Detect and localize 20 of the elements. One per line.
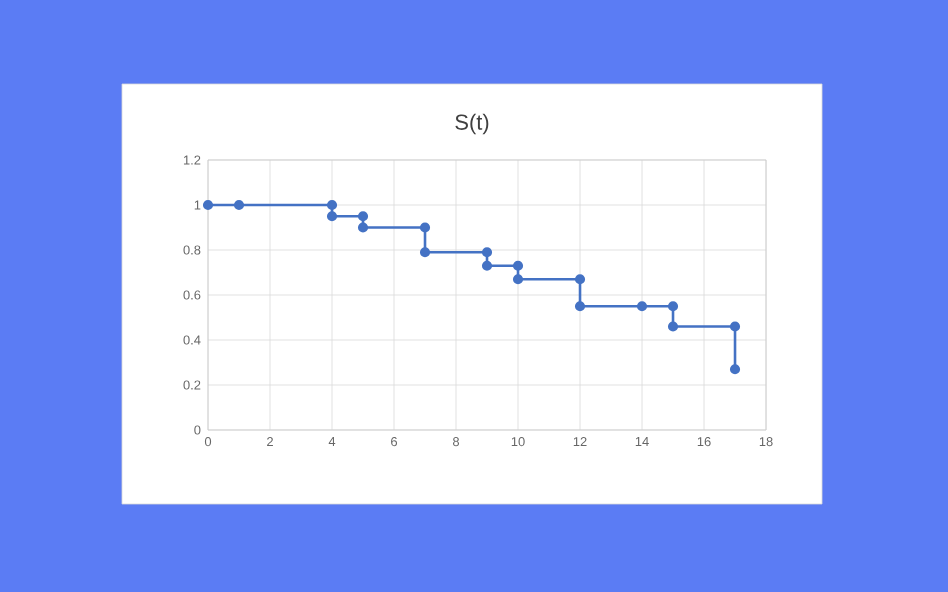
point: [574, 301, 586, 312]
point: [481, 260, 493, 271]
point: [667, 321, 679, 332]
point: [326, 211, 338, 222]
point: [202, 199, 214, 211]
point: [729, 321, 741, 332]
point: [357, 211, 369, 222]
point: [357, 222, 369, 233]
chart-title: S(t): [455, 113, 489, 135]
point: [729, 364, 741, 375]
point: [512, 260, 524, 271]
point: [574, 274, 586, 285]
point: [326, 199, 338, 211]
point: [233, 199, 245, 211]
point: [636, 301, 648, 312]
point: [512, 274, 524, 285]
point: [667, 301, 679, 312]
point: [419, 247, 431, 258]
point: [481, 247, 493, 258]
point: [419, 222, 431, 233]
